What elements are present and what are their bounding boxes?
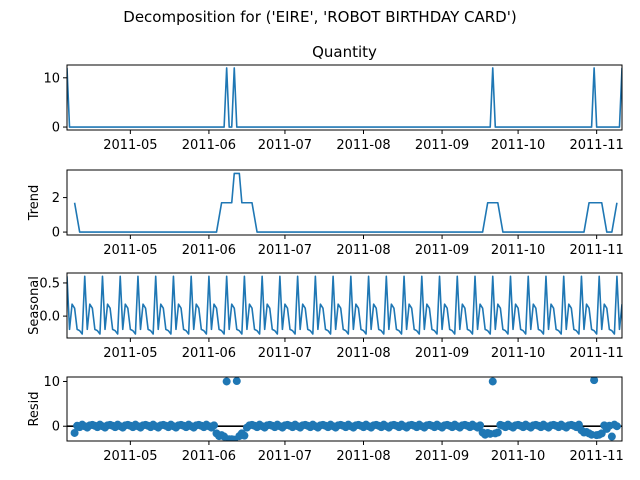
resid-point: [70, 428, 79, 437]
y-tick-label: 10: [43, 71, 60, 86]
x-tick-label: 2011-09: [415, 138, 469, 153]
y-tick-label: 0.0: [39, 310, 60, 325]
resid-point: [607, 432, 616, 441]
x-tick-label: 2011-08: [336, 449, 390, 464]
x-tick-label: 2011-11: [569, 346, 623, 361]
quantity-line: [67, 67, 622, 128]
x-tick-label: 2011-11: [569, 243, 623, 258]
x-tick-label: 2011-07: [258, 138, 312, 153]
axes-frame: [66, 169, 623, 236]
y-tick-label: 10: [43, 375, 60, 390]
y-tick-label: 0: [52, 226, 60, 241]
axes-frame: [66, 272, 623, 339]
x-tick-label: 2011-10: [491, 449, 545, 464]
x-tick-label: 2011-10: [491, 243, 545, 258]
panel-title: Quantity: [312, 43, 377, 61]
resid-point: [590, 377, 599, 385]
resid-point: [209, 421, 218, 430]
x-tick-label: 2011-11: [569, 449, 623, 464]
y-tick-label: 0: [52, 121, 60, 136]
panels-group: Quantity 0 10 2011-05 2011-06 2011-07 2011-08 2…: [27, 43, 624, 464]
resid-point: [476, 421, 485, 430]
axes-frame: [66, 64, 623, 131]
resid-point: [612, 422, 621, 431]
x-tick-label: 2011-06: [182, 138, 236, 153]
plot-area: [67, 67, 622, 128]
x-tick-label: 2011-05: [103, 346, 157, 361]
x-tick-label: 2011-05: [103, 243, 157, 258]
x-tick-label: 2011-10: [491, 346, 545, 361]
resid-point: [232, 377, 241, 386]
plot-area: [73, 172, 618, 233]
x-tick-label: 2011-06: [182, 346, 236, 361]
y-tick-label: 2: [52, 191, 60, 206]
x-tick-label: 2011-08: [336, 138, 390, 153]
x-tick-label: 2011-09: [415, 243, 469, 258]
x-tick-label: 2011-05: [103, 449, 157, 464]
y-axis-label: Resid: [27, 391, 42, 426]
resid-point: [493, 428, 502, 437]
panel-2: Trend 0 2 2011-05 2011-06 2011-07 2011-08 2011-…: [27, 169, 624, 258]
resid-point: [222, 377, 231, 386]
x-tick-label: 2011-09: [415, 449, 469, 464]
x-tick-label: 2011-05: [103, 138, 157, 153]
panel-4: Resid 0 10 2011-05 2011-06 2011-07 2011-08 2011…: [27, 375, 624, 464]
trend-line: [73, 172, 618, 233]
y-tick-label: 0: [52, 420, 60, 435]
panel-1: Quantity 0 10 2011-05 2011-06 2011-07 2011-08 2…: [43, 43, 623, 153]
y-axis-label: Trend: [27, 185, 42, 222]
resid-point: [240, 431, 249, 440]
figure-title: Decomposition for ('EIRE', 'ROBOT BIRTHD…: [123, 8, 516, 26]
x-tick-label: 2011-07: [258, 449, 312, 464]
x-tick-label: 2011-07: [258, 346, 312, 361]
plot-area: [67, 275, 622, 335]
y-tick-label: 0.5: [39, 276, 60, 291]
x-tick-label: 2011-07: [258, 243, 312, 258]
x-tick-label: 2011-08: [336, 346, 390, 361]
axes-frame: [66, 376, 623, 442]
y-axis-label: Seasonal: [27, 276, 42, 335]
seasonal-line: [67, 275, 622, 335]
x-tick-label: 2011-09: [415, 346, 469, 361]
resid-point: [488, 377, 497, 386]
x-tick-label: 2011-10: [491, 138, 545, 153]
x-tick-label: 2011-08: [336, 243, 390, 258]
x-tick-label: 2011-06: [182, 449, 236, 464]
x-tick-label: 2011-11: [569, 138, 623, 153]
x-tick-label: 2011-06: [182, 243, 236, 258]
plot-area: [67, 377, 622, 441]
